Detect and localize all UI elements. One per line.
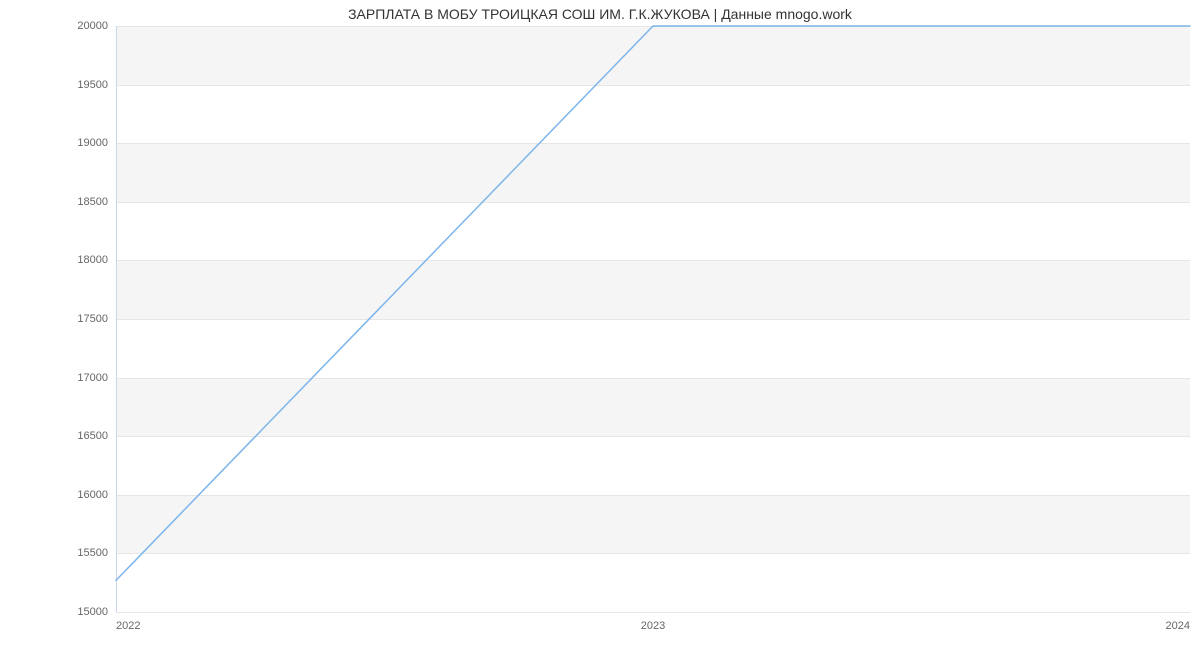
salary-line-chart: ЗАРПЛАТА В МОБУ ТРОИЦКАЯ СОШ ИМ. Г.К.ЖУК… — [0, 0, 1200, 650]
y-tick-label: 17500 — [77, 313, 108, 325]
series-layer — [116, 26, 1190, 612]
y-tick-label: 16500 — [77, 430, 108, 442]
y-tick-label: 18500 — [77, 196, 108, 208]
y-tick-label: 15500 — [77, 547, 108, 559]
y-tick-label: 18000 — [77, 254, 108, 266]
y-tick-label: 19500 — [77, 79, 108, 91]
y-tick-label: 20000 — [77, 20, 108, 32]
y-tick-label: 15000 — [77, 606, 108, 618]
y-tick-label: 16000 — [77, 489, 108, 501]
x-tick-label: 2022 — [116, 620, 140, 632]
plot-area: 1500015500160001650017000175001800018500… — [116, 26, 1190, 612]
y-tick-label: 17000 — [77, 372, 108, 384]
x-tick-label: 2023 — [641, 620, 665, 632]
y-gridline — [116, 612, 1190, 613]
series-line-salary — [116, 26, 1190, 580]
chart-title: ЗАРПЛАТА В МОБУ ТРОИЦКАЯ СОШ ИМ. Г.К.ЖУК… — [0, 6, 1200, 22]
y-tick-label: 19000 — [77, 137, 108, 149]
x-tick-label: 2024 — [1166, 620, 1190, 632]
